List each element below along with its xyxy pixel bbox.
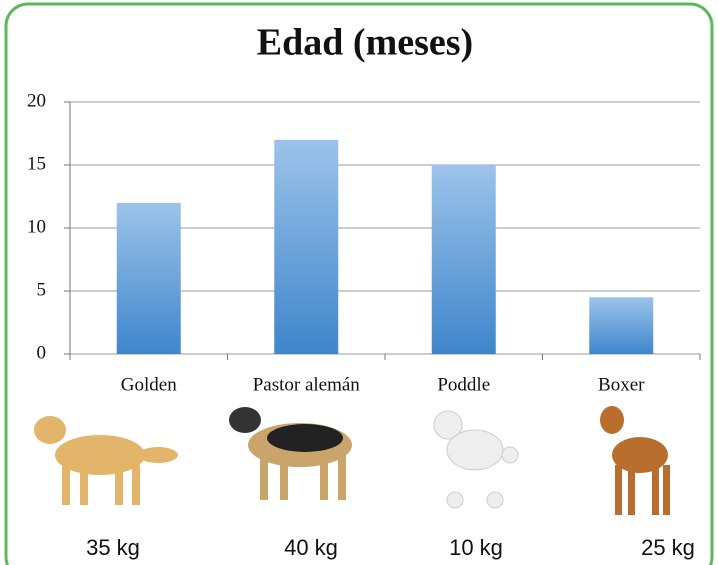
weight-label: 35 kg — [86, 535, 140, 560]
y-tick-label: 10 — [27, 216, 46, 237]
weight-label: 10 kg — [449, 535, 503, 560]
x-tick-label: Boxer — [598, 374, 645, 395]
boxer-picture — [600, 406, 670, 515]
bar — [117, 203, 181, 354]
weight-label: 25 kg — [641, 535, 695, 560]
y-tick-label: 0 — [37, 342, 47, 363]
x-tick-label: Poddle — [437, 374, 490, 395]
y-tick-label: 20 — [27, 90, 46, 111]
bar — [432, 165, 496, 354]
y-tick-label: 5 — [37, 279, 47, 300]
y-tick-label: 15 — [27, 153, 46, 174]
golden-picture — [34, 416, 178, 505]
bar — [274, 140, 338, 354]
chart-title: Edad (meses) — [257, 22, 473, 64]
x-tick-label: Golden — [121, 374, 177, 395]
poodle-picture — [434, 411, 518, 508]
dog-pictures — [34, 406, 670, 515]
bar — [589, 297, 653, 354]
shepherd-picture — [229, 407, 352, 500]
frame — [6, 4, 712, 565]
chart: Edad (meses) 0 5 10 15 20 Golden 35 kg Pastor a… — [0, 0, 718, 565]
weight-label: 40 kg — [284, 535, 338, 560]
x-tick-label: Pastor alemán — [253, 374, 361, 395]
